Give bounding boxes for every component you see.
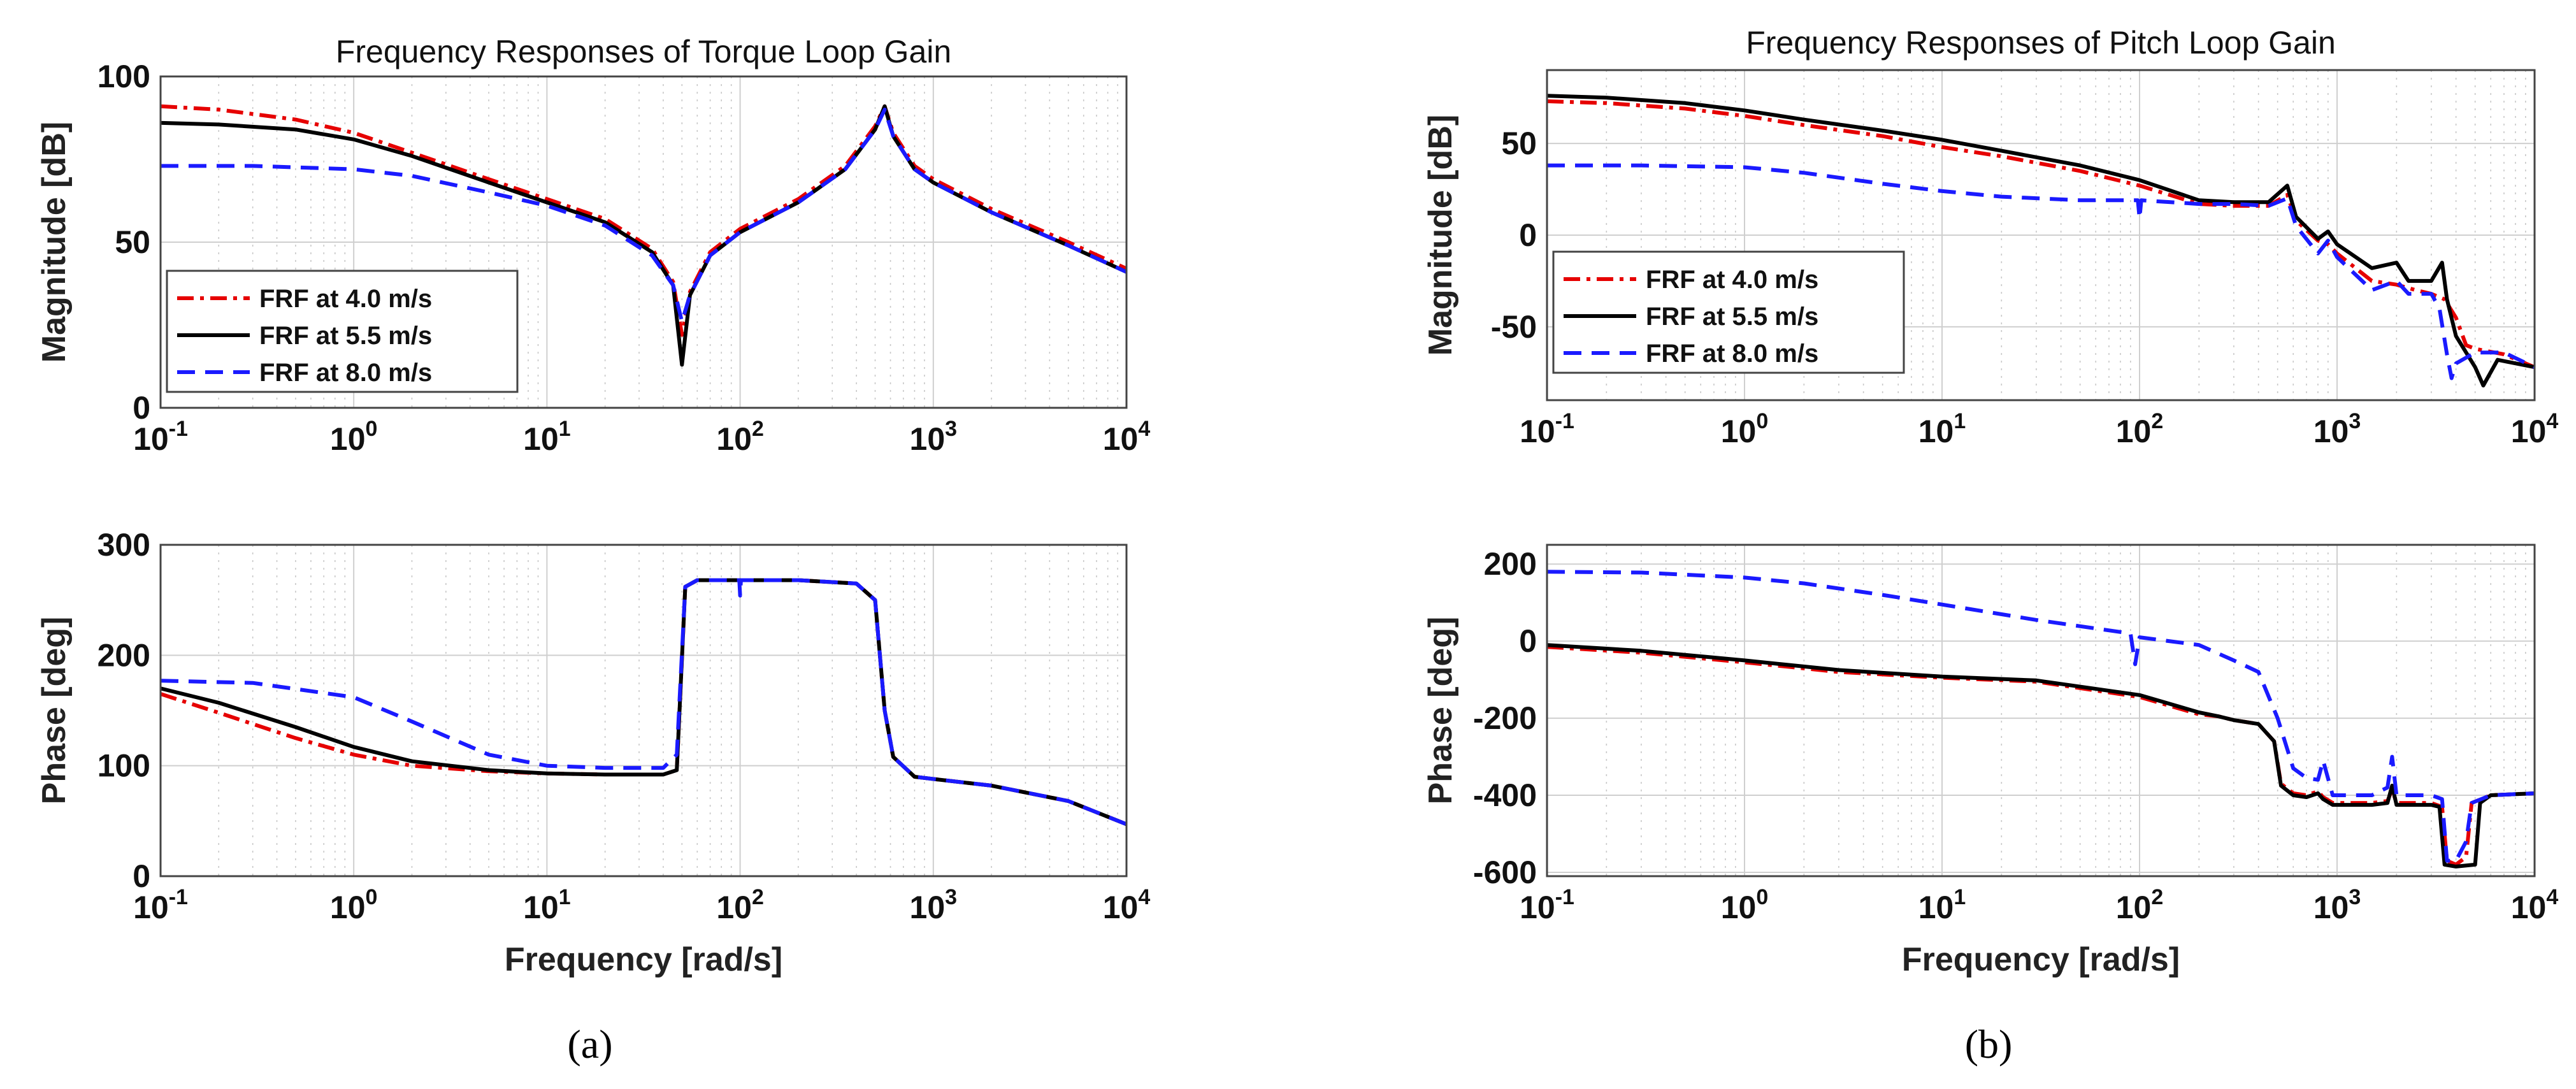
x-tick-label: 103	[910, 885, 958, 925]
series-line-0	[161, 578, 1126, 826]
y-tick-label: 200	[97, 637, 150, 673]
x-tick-label: 104	[1103, 885, 1151, 925]
x-axis-label: Frequency [rad/s]	[505, 941, 782, 978]
y-tick-label: -400	[1473, 777, 1537, 813]
chart-torque_mag: 0 50 100 10-1 100 101 102 103 104 Frequency Respo…	[36, 34, 1150, 457]
series-line-2	[1547, 570, 2535, 863]
legend-entry-0: FRF at 4.0 m/s	[259, 285, 432, 313]
x-tick-label: 103	[910, 417, 958, 457]
x-tick-label: 101	[523, 417, 571, 457]
y-tick-label: 300	[97, 527, 150, 563]
plots-layer: 0 50 100 10-1 100 101 102 103 104 Frequency Respo…	[36, 25, 2558, 978]
series-group	[1547, 94, 2535, 387]
y-axis-label: Phase [deg]	[36, 617, 73, 805]
series-group	[161, 578, 1126, 826]
y-tick-label: 50	[1501, 126, 1537, 161]
x-tick-label: 100	[330, 417, 378, 457]
y-tick-label: 0	[133, 858, 150, 894]
panel-label-a: (a)	[567, 1021, 612, 1067]
x-tick-label: 100	[1721, 885, 1769, 925]
legend-entry-2: FRF at 8.0 m/s	[1646, 340, 1818, 368]
x-tick-label: 101	[1918, 885, 1966, 925]
legend-entry-1: FRF at 5.5 m/s	[259, 322, 432, 350]
x-tick-label: 103	[2313, 885, 2361, 925]
series-line-1	[1547, 94, 2535, 387]
chart-title: Frequency Responses of Pitch Loop Gain	[1746, 25, 2336, 61]
legend-entry-0: FRF at 4.0 m/s	[1646, 266, 1818, 294]
y-tick-label: 0	[1519, 217, 1537, 253]
x-tick-label: 100	[330, 885, 378, 925]
y-axis-label: Magnitude [dB]	[36, 122, 73, 363]
x-tick-label: 10-1	[133, 885, 188, 925]
series-line-1	[1547, 643, 2535, 869]
series-group	[161, 104, 1126, 367]
x-tick-label: 102	[2116, 409, 2164, 449]
series-line-1	[161, 578, 1126, 826]
x-tick-label: 104	[2511, 409, 2559, 449]
axes-box	[1546, 69, 2536, 401]
y-tick-label: -200	[1473, 700, 1537, 736]
y-tick-label: -50	[1491, 309, 1537, 345]
panel-label-b: (b)	[1965, 1021, 2013, 1067]
y-axis-label: Phase [deg]	[1422, 617, 1459, 805]
legend-box	[1552, 250, 1905, 374]
legend-box	[166, 270, 519, 393]
x-tick-label: 102	[716, 885, 764, 925]
x-tick-label: 100	[1721, 409, 1769, 449]
chart-pitch_phase: -600 -400 -200 0 200 10-1 100 101 102 103 104 Phase…	[1422, 544, 2559, 978]
axes-box	[159, 75, 1128, 409]
y-tick-label: 100	[97, 59, 150, 94]
series-line-2	[161, 578, 1126, 826]
x-tick-label: 103	[2313, 409, 2361, 449]
x-tick-label: 101	[523, 885, 571, 925]
y-tick-label: 0	[1519, 623, 1537, 659]
x-tick-label: 10-1	[133, 417, 188, 457]
y-tick-label: 50	[115, 224, 150, 260]
series-group	[1547, 570, 2535, 869]
chart-torque_phase: 0 100 200 300 10-1 100 101 102 103 104 Phase [deg]…	[36, 527, 1150, 978]
axes-box	[1546, 544, 2536, 877]
x-tick-label: 104	[2511, 885, 2559, 925]
x-tick-label: 102	[716, 417, 764, 457]
series-line-2	[161, 108, 1126, 324]
x-tick-label: 10-1	[1520, 409, 1574, 449]
legend-entry-2: FRF at 8.0 m/s	[259, 359, 432, 387]
y-tick-label: 200	[1484, 546, 1537, 582]
chart-pitch_mag: -50 0 50 10-1 100 101 102 103 104 Frequency Respo…	[1422, 25, 2558, 449]
y-tick-label: -600	[1473, 855, 1537, 890]
x-tick-label: 104	[1103, 417, 1151, 457]
axes-box	[159, 544, 1128, 877]
y-tick-label: 100	[97, 748, 150, 784]
series-line-2	[1547, 163, 2535, 380]
y-axis-label: Magnitude [dB]	[1422, 115, 1459, 356]
x-axis-label: Frequency [rad/s]	[1902, 941, 2180, 978]
legend-entry-1: FRF at 5.5 m/s	[1646, 303, 1818, 331]
y-tick-label: 0	[133, 390, 150, 426]
x-tick-label: 102	[2116, 885, 2164, 925]
chart-title: Frequency Responses of Torque Loop Gain	[336, 34, 951, 69]
x-tick-label: 101	[1918, 409, 1966, 449]
x-tick-label: 10-1	[1520, 885, 1574, 925]
